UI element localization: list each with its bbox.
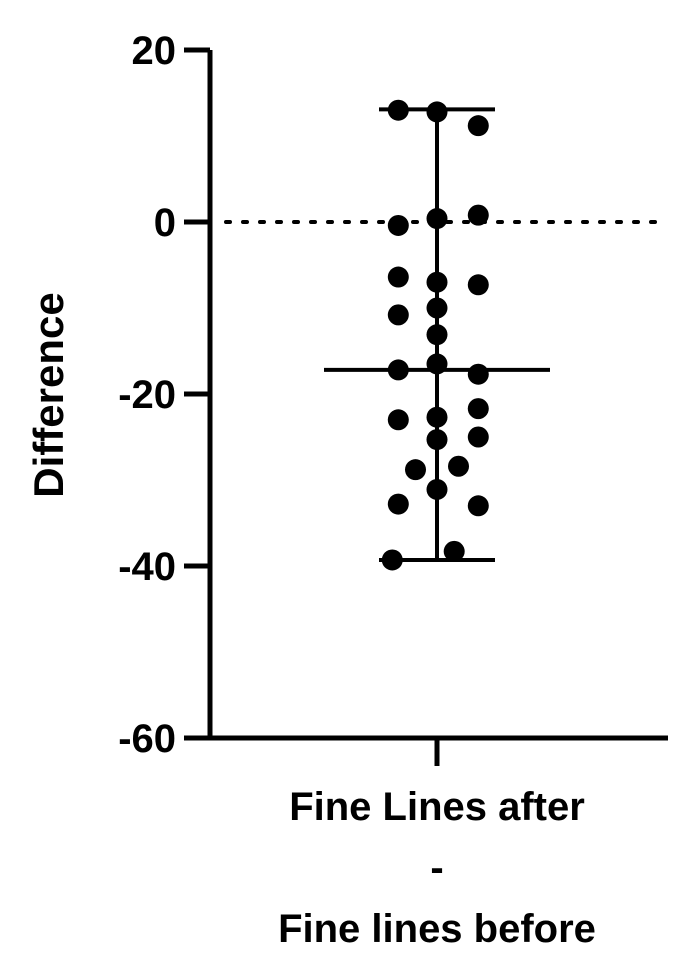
data-point <box>387 99 409 121</box>
data-points-group <box>381 99 489 571</box>
data-point <box>467 274 489 296</box>
data-point <box>381 549 403 571</box>
category-label-line-1: Fine Lines after <box>289 785 585 829</box>
data-point <box>467 363 489 385</box>
data-point <box>448 455 469 477</box>
data-point <box>426 101 448 123</box>
y-tick-label: -40 <box>118 545 176 589</box>
category-label-line-2: - <box>430 846 443 890</box>
data-point <box>467 426 489 448</box>
data-point <box>426 353 448 375</box>
y-tick-label: 20 <box>132 29 177 73</box>
y-ticks-group: 20 0 -20 -40 -60 <box>118 29 210 761</box>
data-point <box>387 493 409 515</box>
data-point <box>387 359 409 381</box>
data-point <box>467 398 489 420</box>
data-point <box>405 459 426 481</box>
data-point <box>467 204 489 226</box>
data-point <box>443 540 465 562</box>
data-point <box>387 266 409 288</box>
data-point <box>467 495 489 517</box>
data-point <box>426 406 448 428</box>
category-label-line-3: Fine lines before <box>278 907 596 951</box>
y-tick-label: -60 <box>118 717 176 761</box>
data-point <box>426 297 448 319</box>
y-tick-label: -20 <box>118 373 176 417</box>
data-point <box>387 409 409 431</box>
data-point <box>426 324 448 346</box>
data-point <box>426 429 448 451</box>
y-tick-label: 0 <box>154 201 176 245</box>
y-axis-title: Difference <box>25 292 72 497</box>
data-point <box>426 208 448 230</box>
data-point <box>387 214 409 236</box>
data-point <box>426 478 448 500</box>
data-point <box>467 115 489 137</box>
data-point <box>387 304 409 326</box>
data-point <box>426 271 448 293</box>
